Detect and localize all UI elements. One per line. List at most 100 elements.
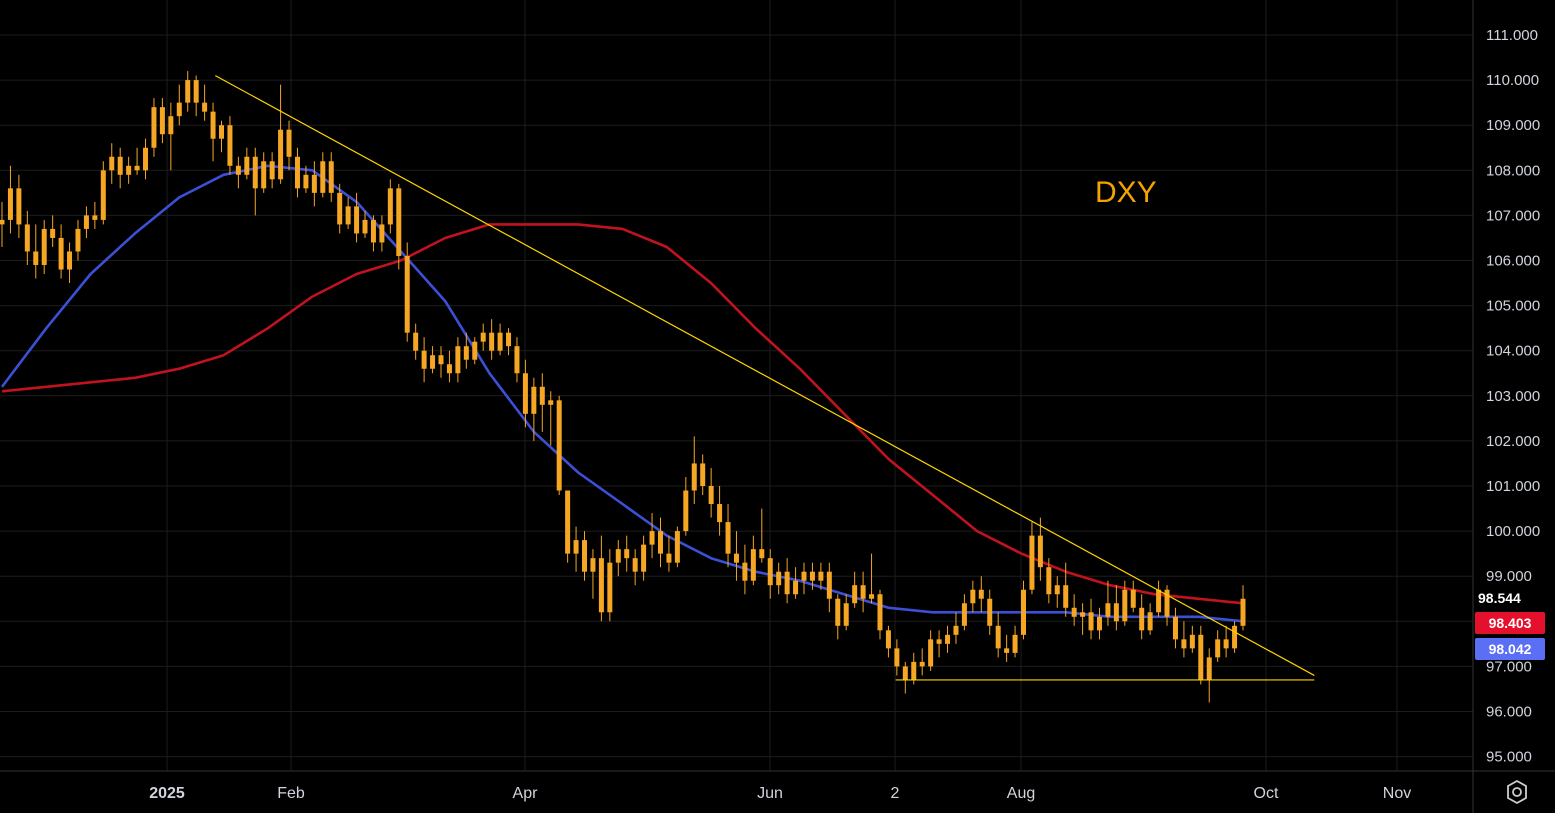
candle [776,562,782,595]
candle [1071,594,1077,626]
candle [615,540,621,577]
candle [818,562,824,590]
candle [354,192,360,243]
y-tick-label: 100.000 [1486,523,1540,540]
candle [269,152,275,189]
candle [970,580,976,613]
y-tick-label: 111.000 [1486,27,1538,44]
candle [624,535,630,572]
candle [235,156,241,189]
candle [134,147,140,175]
candle [75,219,81,261]
trendline [215,75,1315,676]
candle [531,377,537,441]
candle [480,323,486,351]
candle [725,504,731,568]
candle [784,558,790,604]
candle [176,84,182,126]
candle [404,242,410,342]
candle [92,201,98,229]
candle [320,152,326,198]
candle [885,625,891,658]
time-axis[interactable]: 2025 Feb Apr Jun 2 Aug Oct Nov [149,785,1411,802]
candle [143,138,149,180]
candle [894,639,900,676]
candle [430,346,436,374]
candle [58,224,64,279]
candle [708,467,714,518]
candle [548,391,554,446]
y-tick-label: 104.000 [1486,343,1540,360]
candle [641,535,647,581]
candle [83,206,89,238]
candle [1189,625,1195,653]
candle [345,197,351,229]
chart-settings-icon[interactable] [1503,778,1531,806]
candle [438,346,444,378]
candle [869,553,875,604]
candle [514,337,520,383]
candle [151,98,157,157]
chart-title: DXY [1095,176,1157,209]
candle [100,161,106,225]
candle [565,490,571,563]
candle [742,544,748,595]
candle [539,373,545,432]
candle [919,648,925,676]
candle [362,210,368,238]
candle [261,152,267,193]
candle [902,661,908,694]
candle [1113,585,1119,631]
candle [1198,625,1204,685]
candle [193,75,199,117]
candle [370,215,376,252]
candle [1164,585,1170,626]
x-tick-label: 2025 [149,785,185,802]
x-tick-label: Apr [513,785,539,802]
candle [1156,580,1162,617]
candle [750,535,756,586]
candle [928,630,934,671]
candle [244,147,250,180]
candle [793,567,799,599]
candle [945,625,951,653]
candle [303,165,309,193]
candle [877,589,883,640]
candle [202,84,208,121]
candle [413,323,419,360]
candle [1215,630,1221,662]
candle [1021,580,1027,640]
last-price-label: 98.544 [1478,590,1521,606]
candle [801,562,807,595]
candle [1046,558,1052,604]
candle [826,562,832,613]
candle [632,549,638,586]
candle [835,594,841,640]
candle [1147,603,1153,635]
candle [657,517,663,568]
candle [185,71,191,112]
red-ma-line [1,223,1244,605]
candle [126,156,132,184]
candle [936,630,942,658]
candle [286,120,292,171]
candle [328,152,334,202]
candle [1096,607,1102,640]
candle [379,215,385,252]
blue-ma-badge: 98.042 [1475,638,1545,660]
candle [1004,634,1010,662]
candle [978,576,984,613]
candle [717,486,723,536]
candle [1181,621,1187,658]
blue-ma-line [0,164,1244,623]
trendlines [215,75,1315,681]
candle [961,594,967,631]
candle [582,531,588,581]
candle [16,174,22,238]
candle [497,323,503,356]
candle [1232,621,1238,653]
x-tick-label: Nov [1383,785,1411,802]
candle [168,102,174,171]
candle [506,328,512,356]
